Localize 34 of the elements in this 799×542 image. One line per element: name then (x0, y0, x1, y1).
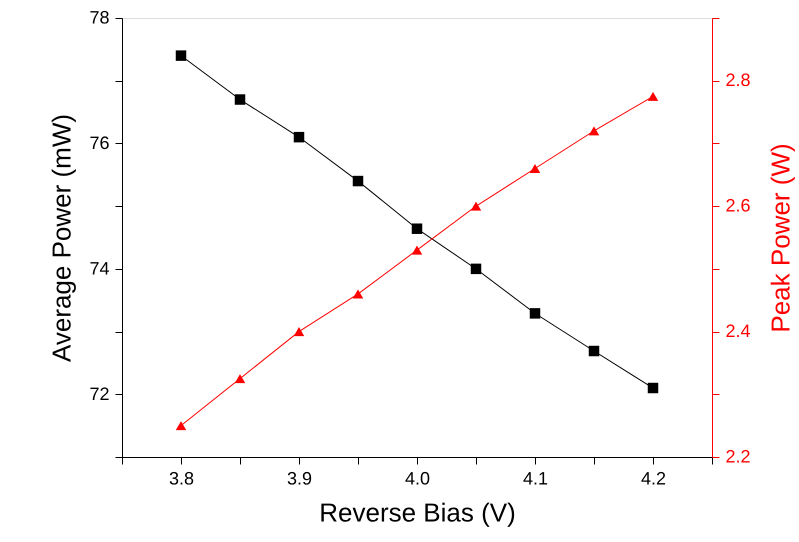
point (234, 374, 246, 384)
point (470, 202, 482, 211)
y2-axis-title: Peak Power (W) (766, 143, 796, 333)
point (176, 50, 186, 61)
point (530, 164, 540, 174)
y2-tick-label: 2.6 (726, 196, 751, 216)
y-axis-title: Average Power (mW) (46, 114, 76, 362)
y-tick-label: 76 (89, 132, 110, 153)
y2-tick-label: 2.8 (726, 70, 751, 90)
y-tick-label: 74 (89, 258, 110, 278)
x-tick-label: 4.0 (404, 468, 430, 488)
y-tick-label: 78 (89, 8, 110, 28)
x-tick-label: 4.1 (522, 468, 548, 488)
y2-tick-label: 2.2 (726, 446, 751, 466)
point (176, 421, 186, 430)
point (294, 327, 304, 336)
x-axis-title: Reverse Bias (V) (319, 498, 516, 528)
x-tick-label: 4.2 (640, 468, 666, 488)
point (352, 289, 364, 298)
point (588, 346, 600, 356)
point (530, 308, 540, 319)
point (294, 132, 304, 142)
point (470, 264, 482, 274)
point (588, 126, 600, 136)
y-tick-label: 72 (89, 384, 110, 404)
x-tick-label: 3.9 (286, 468, 312, 488)
point (234, 94, 246, 105)
point (648, 382, 658, 394)
point (648, 92, 658, 101)
point (352, 176, 364, 186)
point (412, 246, 422, 255)
point (412, 223, 422, 234)
y2-tick-label: 2.4 (726, 321, 751, 342)
x-tick-label: 3.8 (168, 468, 194, 488)
